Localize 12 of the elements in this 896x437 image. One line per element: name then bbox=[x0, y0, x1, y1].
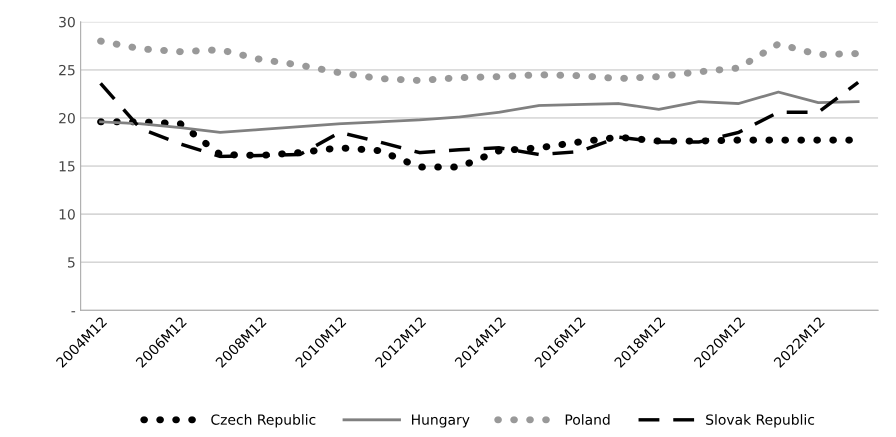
legend-label: Slovak Republic bbox=[706, 414, 814, 428]
y-tick-label: 25 bbox=[59, 64, 75, 76]
y-tick-label: 20 bbox=[59, 112, 75, 124]
y-tick-label: 5 bbox=[68, 257, 75, 268]
legend-label: Czech Republic bbox=[211, 414, 316, 428]
y-tick-label: 30 bbox=[59, 16, 75, 28]
legend-label: Hungary bbox=[412, 414, 470, 428]
legend-label: Poland bbox=[566, 414, 610, 425]
line-series bbox=[99, 90, 860, 134]
y-tick-label: - bbox=[71, 311, 76, 312]
y-tick-label: 10 bbox=[60, 209, 75, 220]
y-tick-label: 15 bbox=[60, 161, 75, 172]
